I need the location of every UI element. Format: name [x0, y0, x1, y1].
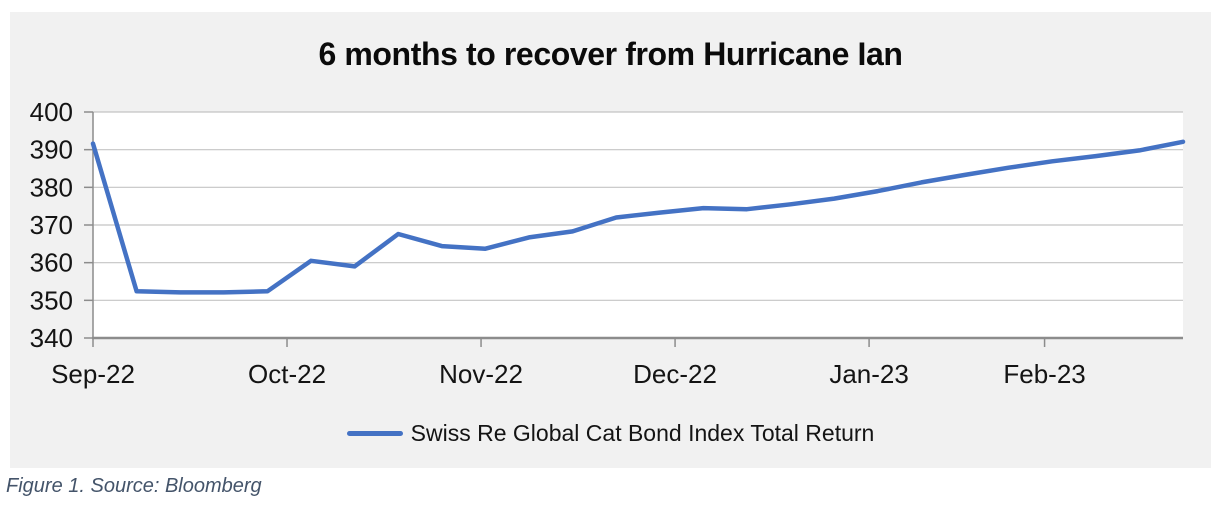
figure-caption: Figure 1. Source: Bloomberg — [6, 475, 262, 497]
legend-line-swatch — [346, 430, 403, 436]
chart-title: 6 months to recover from Hurricane Ian — [318, 36, 903, 72]
legend: Swiss Re Global Cat Bond Index Total Ret… — [10, 416, 1211, 450]
legend-label: Swiss Re Global Cat Bond Index Total Ret… — [410, 419, 875, 446]
chart-panel: 6 months to recover from Hurricane Ian S… — [10, 12, 1211, 468]
